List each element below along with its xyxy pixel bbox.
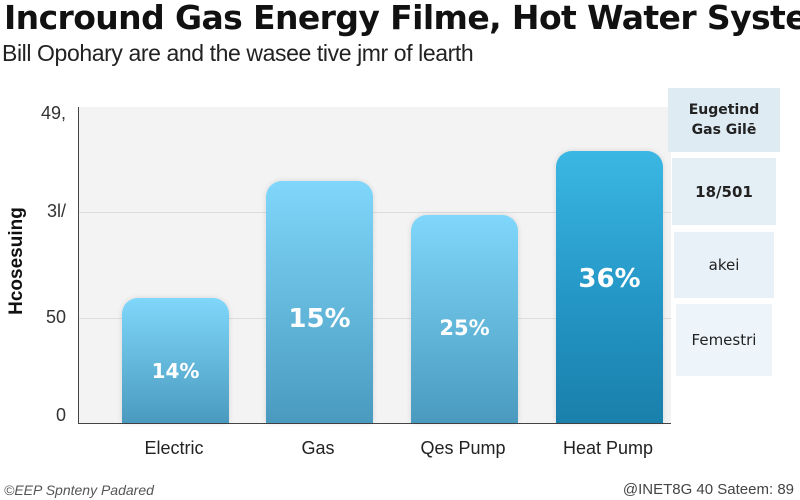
- bar-value-label: 25%: [439, 316, 490, 340]
- bar-heat-pump[interactable]: 36%: [556, 151, 663, 423]
- legend-panel-item: Femestri: [676, 304, 772, 376]
- bar-electric[interactable]: 14%: [122, 298, 229, 423]
- bar-qes-pump[interactable]: 25%: [411, 215, 518, 423]
- x-tick-heat-pump: Heat Pump: [562, 438, 654, 458]
- footer-source: @INET8G 40 Sateem: 89: [622, 481, 794, 498]
- bar-gas[interactable]: 15%: [266, 181, 373, 423]
- x-tick-electric: Electric: [144, 438, 204, 458]
- y-tick-middle: 50: [45, 307, 66, 327]
- y-axis-label: Hcosesuing: [6, 207, 27, 315]
- y-tick-top: 49,: [40, 103, 66, 123]
- chart-title: Incround Gas Energy Filme, Hot Water Sys…: [4, 0, 800, 37]
- plot-area: 14% 15% 25% 36%: [78, 107, 671, 424]
- bar-value-label: 14%: [151, 358, 200, 383]
- gridline: [79, 212, 671, 213]
- y-tick-upper: 3l/: [46, 201, 66, 221]
- gridline: [79, 318, 671, 319]
- x-tick-gas: Gas: [301, 438, 335, 458]
- y-tick-zero: 0: [55, 405, 66, 425]
- x-tick-qes-pump: Qes Pump: [420, 438, 506, 458]
- bar-value-label: 15%: [288, 304, 351, 334]
- legend-panel-header: Eugetind Gas Gilē: [668, 88, 780, 152]
- legend-panel-item: akei: [674, 232, 774, 298]
- bar-value-label: 36%: [578, 264, 641, 294]
- footer-credit: ©EEP Spnteny Padared: [4, 482, 154, 498]
- chart-subtitle: Bill Opohary are and the wasee tive jmr …: [2, 40, 474, 66]
- legend-panel-item: 18/501: [672, 158, 776, 225]
